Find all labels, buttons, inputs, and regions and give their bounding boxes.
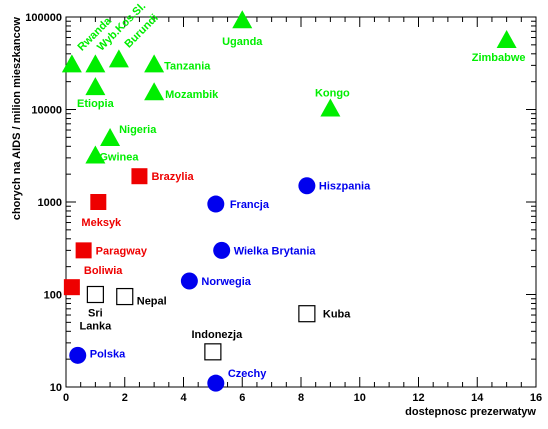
point-label-nepal: Nepal: [137, 296, 167, 308]
point-label-indonezja: Indonezja: [192, 329, 244, 341]
triangle-marker-tanzania: [144, 54, 165, 73]
circle-marker-norwegia: [180, 272, 198, 290]
point-label-hiszpania: Hiszpania: [319, 181, 371, 193]
open-square-marker-sri-lanka: [86, 285, 104, 304]
circle-marker-hiszpania: [298, 177, 316, 195]
point-label-tanzania: Tanzania: [164, 60, 211, 72]
x-tick-label: 0: [63, 392, 69, 404]
x-tick-label: 12: [412, 392, 424, 404]
point-label-sri-lanka: Sri Lanka: [79, 308, 112, 333]
point-label-etiopia: Etiopia: [77, 98, 115, 110]
point-label-paragway: Paragway: [96, 245, 148, 257]
triangle-marker-uganda: [232, 10, 253, 29]
y-tick-label: 10000: [31, 105, 62, 117]
circle-marker-czechy: [207, 374, 225, 392]
x-tick-label: 14: [471, 392, 484, 404]
x-tick-label: 16: [530, 392, 542, 404]
point-label-gwinea: Gwinea: [99, 152, 139, 164]
triangle-marker-etiopia: [85, 77, 106, 96]
triangle-marker-burundi: [108, 49, 129, 68]
open-square-marker-indonezja: [204, 343, 222, 361]
point-label-mozambik: Mozambik: [165, 89, 219, 101]
triangle-marker-wyb-kos-sl: [85, 54, 106, 73]
point-label-zimbabwe: Zimbabwe: [472, 52, 526, 64]
axes: 0 2 4 6 8 10 12 14 16 10 100 1000 10000 100000: [25, 12, 542, 404]
x-tick-label: 4: [180, 392, 187, 404]
y-tick-label: 10: [50, 382, 62, 394]
x-tick-label: 2: [122, 392, 128, 404]
point-label-norwegia: Norwegia: [201, 276, 251, 288]
open-square-marker-kuba: [298, 305, 316, 323]
point-label-brazylia: Brazylia: [151, 171, 194, 183]
square-marker-meksyk: [90, 194, 107, 210]
point-label-kuba: Kuba: [323, 309, 351, 321]
point-label-czechy: Czechy: [228, 368, 267, 380]
point-label-nigeria: Nigeria: [119, 124, 157, 136]
y-axis-title: chorych na AIDS / milion mieszkancow: [11, 17, 23, 221]
point-label-francja: Francja: [230, 199, 270, 211]
circle-marker-francja: [207, 195, 225, 213]
point-label-polska: Polska: [90, 348, 126, 360]
triangle-marker-zimbabwe: [496, 30, 517, 49]
x-axis-title: dostepnosc prezerwatyw: [405, 406, 536, 418]
square-marker-boliwia: [63, 279, 80, 296]
point-label-uganda: Uganda: [222, 36, 263, 48]
triangle-marker-nigeria: [100, 127, 121, 146]
triangle-marker-kongo: [320, 98, 341, 117]
y-tick-label: 1000: [38, 197, 62, 209]
point-label-boliwia: Boliwia: [84, 265, 123, 277]
point-label-kongo: Kongo: [315, 88, 350, 100]
square-marker-brazylia: [131, 168, 148, 185]
triangle-marker-gwinea: [85, 145, 106, 164]
x-tick-label: 10: [354, 392, 366, 404]
x-tick-label: 8: [298, 392, 304, 404]
plot-frame: [65, 16, 537, 388]
point-label-meksyk: Meksyk: [81, 217, 122, 229]
y-tick-label: 100000: [25, 12, 62, 24]
data-marks: [61, 10, 517, 392]
open-square-marker-nepal: [116, 287, 134, 306]
triangle-marker-rwanda: [61, 54, 82, 73]
y-tick-label: 100: [44, 290, 62, 302]
square-marker-paragway: [75, 242, 92, 259]
circle-marker-wielka-brytania: [213, 241, 231, 259]
triangle-marker-mozambik: [144, 82, 165, 101]
circle-marker-polska: [69, 346, 87, 364]
x-tick-label: 6: [239, 392, 245, 404]
point-label-wielka-brytania: Wielka Brytania: [234, 245, 317, 257]
